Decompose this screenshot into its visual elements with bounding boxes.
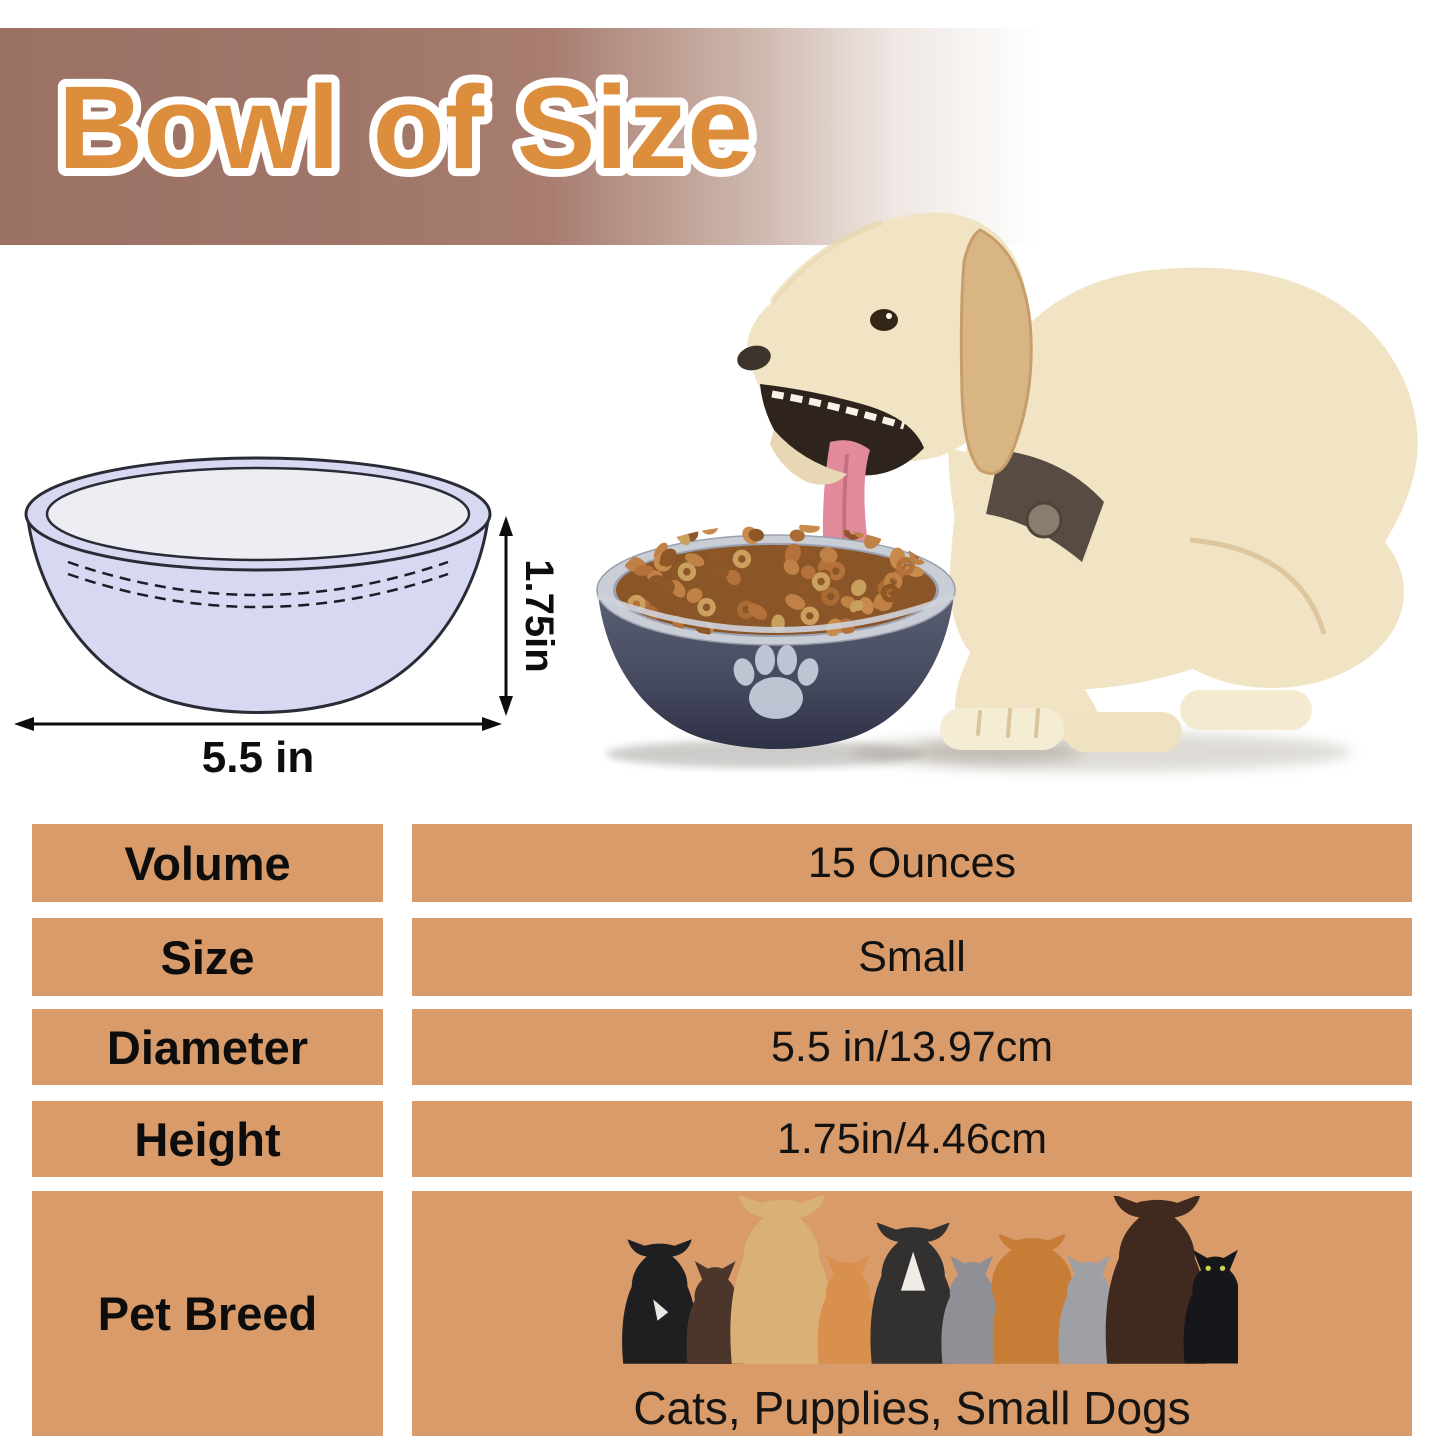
value-text: 5.5 in/13.97cm [770,1022,1054,1071]
height-arrowhead-bottom [499,696,513,716]
kibble-piece [785,594,806,610]
kibble-piece [660,548,677,567]
bowl-dimension-diagram: 1.75in 5.5 in [14,456,561,782]
kibble-piece [826,561,846,581]
label-text: Size [160,930,255,984]
value-text: Small [858,932,966,981]
kibble-piece [697,598,716,617]
table-value-pet-breed: Cats, Pupplies, Small Dogs [412,1191,1412,1436]
kibble-piece [732,549,752,569]
kibble-piece [685,553,705,567]
kibble-piece [872,597,888,610]
table-label-pet-breed: Pet Breed [32,1191,383,1436]
dog-front-paw [940,708,1064,750]
paw-print-icon [733,645,819,719]
table-label-diameter: Diameter [32,1009,383,1085]
kibble-piece [726,569,741,586]
pet-pomeranian [991,1233,1073,1364]
dog-hind-leg [1140,496,1404,688]
table-label-height: Height [32,1101,383,1177]
kibble-piece [789,529,805,542]
label-text: Height [134,1112,281,1166]
label-text: Volume [124,836,291,890]
kibble-piece [849,600,863,613]
dog-teeth [771,390,906,430]
table-label-size: Size [32,918,383,996]
kibble-piece [748,528,765,542]
table-value-volume: 15 Ounces [412,824,1412,902]
bowl-photo-illustration [596,524,956,768]
dog-head-shading [769,219,884,304]
label-text: Pet Breed [97,1287,318,1340]
table-label-volume: Volume [32,824,383,902]
height-dimension-label: 1.75in [517,559,561,672]
dog-hind-paw [1180,690,1312,730]
diameter-dimension-label: 5.5 in [202,733,315,782]
diagram-bowl-opening [45,466,471,562]
dog-front-paw-2 [1064,712,1182,752]
kibble-piece [800,606,820,626]
kibble-piece [793,581,810,594]
kibble-piece [647,575,667,594]
header-banner [0,28,1445,245]
dog-hind-crease [1189,537,1327,635]
diameter-arrowhead-left [14,717,34,731]
kibble-piece [710,567,729,579]
dog-nose [737,345,771,371]
kibble-piece [797,547,817,564]
diagram-dashed-line-1 [67,560,449,597]
dog-mouth [760,384,924,476]
pet-black-cat [1183,1249,1238,1364]
table-value-diameter: 5.5 in/13.97cm [412,1009,1412,1085]
pets-group-photo [622,1196,1238,1364]
kibble-piece [783,559,800,575]
table-value-size: Small [412,918,1412,996]
bowl-shadow [606,740,922,768]
kibble-piece [859,597,874,615]
dog-paw-toes [976,708,1040,738]
diameter-arrowhead-right [482,717,502,731]
bowl-rim-front-highlight [596,593,956,633]
kibble-piece [819,547,838,563]
kibble-piece [784,543,801,565]
kibble-piece [880,583,900,603]
dog-eye-highlight [886,313,892,319]
kibble-piece [801,565,816,580]
value-text: 15 Ounces [808,838,1016,887]
kibble-piece [811,572,831,591]
pet-black-pug [622,1239,698,1364]
kibble-piece [677,562,697,582]
dog-ear [959,228,1033,475]
table-value-height: 1.75in/4.46cm [412,1101,1412,1177]
diagram-dashed-line-2 [67,572,449,609]
kibble-piece [747,603,768,620]
kibble-piece [851,579,867,597]
kibble-piece [896,556,915,576]
title-art: Bowl of Size [50,54,761,202]
pet-yellow-labrador [730,1196,833,1364]
page-title: Bowl of Size [58,62,753,194]
dog-collar-buckle [1025,501,1063,539]
dog-lower-jaw [770,430,847,485]
kibble-piece [821,587,840,606]
dog-front-leg [955,580,1100,742]
kibble-piece [634,565,654,576]
kibble-piece [700,524,719,535]
pet-breed-caption: Cats, Pupplies, Small Dogs [633,1382,1191,1434]
dog-eye [870,309,898,331]
dog-chest [948,448,1054,611]
label-text: Diameter [106,1020,309,1074]
pet-australian-shepherd [870,1222,956,1364]
kibble-piece [708,548,727,564]
kibble-piece [686,588,703,603]
value-text: 1.75in/4.46cm [776,1114,1048,1163]
height-arrowhead-top [499,516,513,536]
